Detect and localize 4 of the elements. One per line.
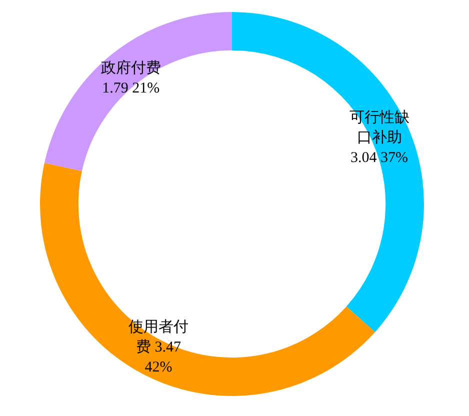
slice-label: 使用者付费 3.47 42% — [128, 318, 189, 376]
slice-label: 政府付费 — [100, 59, 161, 76]
data-label: 1.79 21% — [102, 80, 160, 96]
data-label: 3.04 37% — [350, 150, 408, 166]
